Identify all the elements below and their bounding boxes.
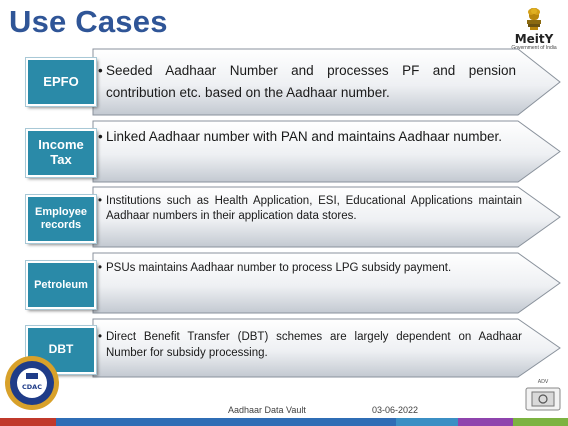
footer-title: Aadhaar Data Vault <box>228 405 306 415</box>
bullet-icon: • <box>98 129 103 144</box>
cdac-logo-icon: CDAC <box>5 356 59 410</box>
use-case-row-employee-records: • Institutions such as Health Applicatio… <box>0 186 568 248</box>
bullet-icon: • <box>98 262 103 274</box>
footer-date: 03-06-2022 <box>372 405 419 415</box>
use-case-row-dbt: • Direct Benefit Transfer (DBT) schemes … <box>0 318 568 378</box>
bullet-icon: • <box>98 63 103 78</box>
adv-logo-text: ADV <box>538 379 549 385</box>
use-case-label-text: DBT <box>48 342 74 357</box>
meity-logo: MeitY Government of India <box>506 6 562 56</box>
footer-color-bar <box>0 418 568 426</box>
use-case-label: DBT <box>25 325 97 375</box>
use-case-row-epfo: • Seeded Aadhaar Number and processes PF… <box>0 48 568 116</box>
use-case-label: Petroleum <box>25 260 97 310</box>
adv-logo-icon: ADV <box>525 379 561 411</box>
bullet-icon: • <box>98 331 103 343</box>
use-case-label-text: Income Tax <box>38 137 84 167</box>
use-case-label-text: EPFO <box>43 73 79 89</box>
use-case-label: EPFO <box>25 57 97 107</box>
use-case-row-income-tax: • Linked Aadhaar number with PAN and mai… <box>0 120 568 183</box>
meity-logo-subtitle: Government of India <box>511 45 557 51</box>
use-case-description: Direct Benefit Transfer (DBT) schemes ar… <box>106 331 522 359</box>
use-case-label: Employee records <box>25 194 97 244</box>
national-emblem-icon <box>527 8 541 30</box>
use-case-label: Income Tax <box>25 128 97 178</box>
use-case-label-text: Petroleum <box>34 278 88 291</box>
use-case-label-text: Employee records <box>35 206 87 231</box>
bullet-icon: • <box>98 195 103 207</box>
meity-logo-text: MeitY <box>514 32 554 46</box>
use-case-description: PSUs maintains Aadhaar number to process… <box>106 262 452 274</box>
use-case-description: Linked Aadhaar number with PAN and maint… <box>106 129 502 144</box>
use-case-description: Institutions such as Health Application,… <box>106 195 522 222</box>
page-title: Use Cases <box>9 4 168 39</box>
cdac-logo-text: CDAC <box>22 383 42 391</box>
use-case-row-petroleum: • PSUs maintains Aadhaar number to proce… <box>0 252 568 314</box>
use-case-description: Seeded Aadhaar Number and processes PF a… <box>106 63 516 100</box>
